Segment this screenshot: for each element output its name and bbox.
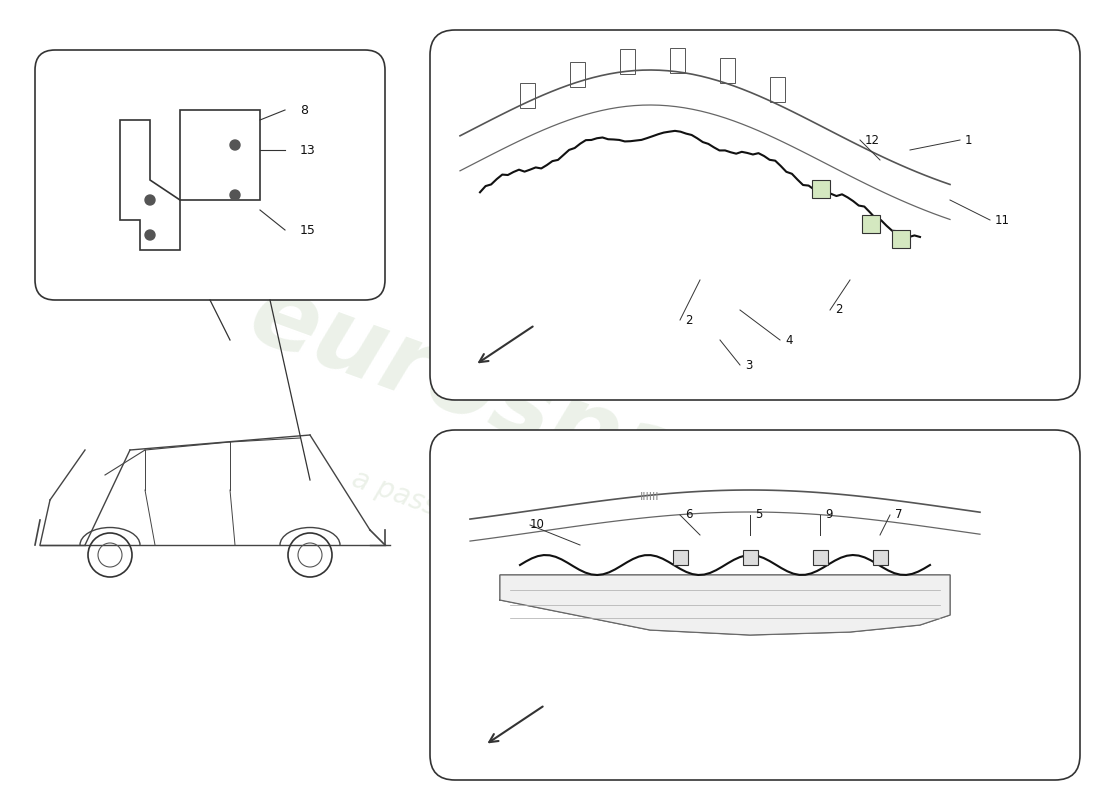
Bar — [673, 550, 688, 565]
Bar — [720, 58, 735, 82]
Text: 13: 13 — [300, 143, 316, 157]
Text: 10: 10 — [530, 518, 544, 531]
Text: 1: 1 — [965, 134, 972, 146]
Text: eurospares: eurospares — [236, 266, 864, 574]
Bar — [620, 50, 635, 74]
Bar — [670, 48, 685, 73]
Bar — [873, 550, 888, 565]
FancyBboxPatch shape — [35, 50, 385, 300]
Text: 6: 6 — [685, 509, 693, 522]
Bar — [570, 62, 585, 87]
Bar — [520, 83, 535, 109]
FancyBboxPatch shape — [430, 430, 1080, 780]
Bar — [180, 110, 260, 200]
Text: 7: 7 — [895, 509, 902, 522]
Bar — [812, 180, 830, 198]
Bar — [862, 215, 880, 233]
Text: 3: 3 — [745, 358, 752, 371]
Text: 4: 4 — [785, 334, 792, 346]
Bar — [813, 550, 828, 565]
Circle shape — [145, 195, 155, 205]
Text: 2: 2 — [835, 303, 843, 317]
Text: 15: 15 — [300, 223, 316, 237]
Text: a passion for parts since 1985: a passion for parts since 1985 — [348, 465, 752, 635]
Bar — [892, 230, 910, 248]
Circle shape — [230, 140, 240, 150]
Text: 11: 11 — [996, 214, 1010, 226]
Polygon shape — [500, 575, 950, 635]
Text: 9: 9 — [825, 509, 833, 522]
Text: 5: 5 — [755, 509, 762, 522]
Text: IIIIII: IIIIII — [640, 492, 660, 502]
Bar — [770, 77, 785, 102]
Text: 8: 8 — [300, 103, 308, 117]
Circle shape — [145, 230, 155, 240]
Text: 2: 2 — [685, 314, 693, 326]
Text: 12: 12 — [865, 134, 880, 146]
FancyBboxPatch shape — [430, 30, 1080, 400]
Bar — [742, 550, 758, 565]
Circle shape — [230, 190, 240, 200]
